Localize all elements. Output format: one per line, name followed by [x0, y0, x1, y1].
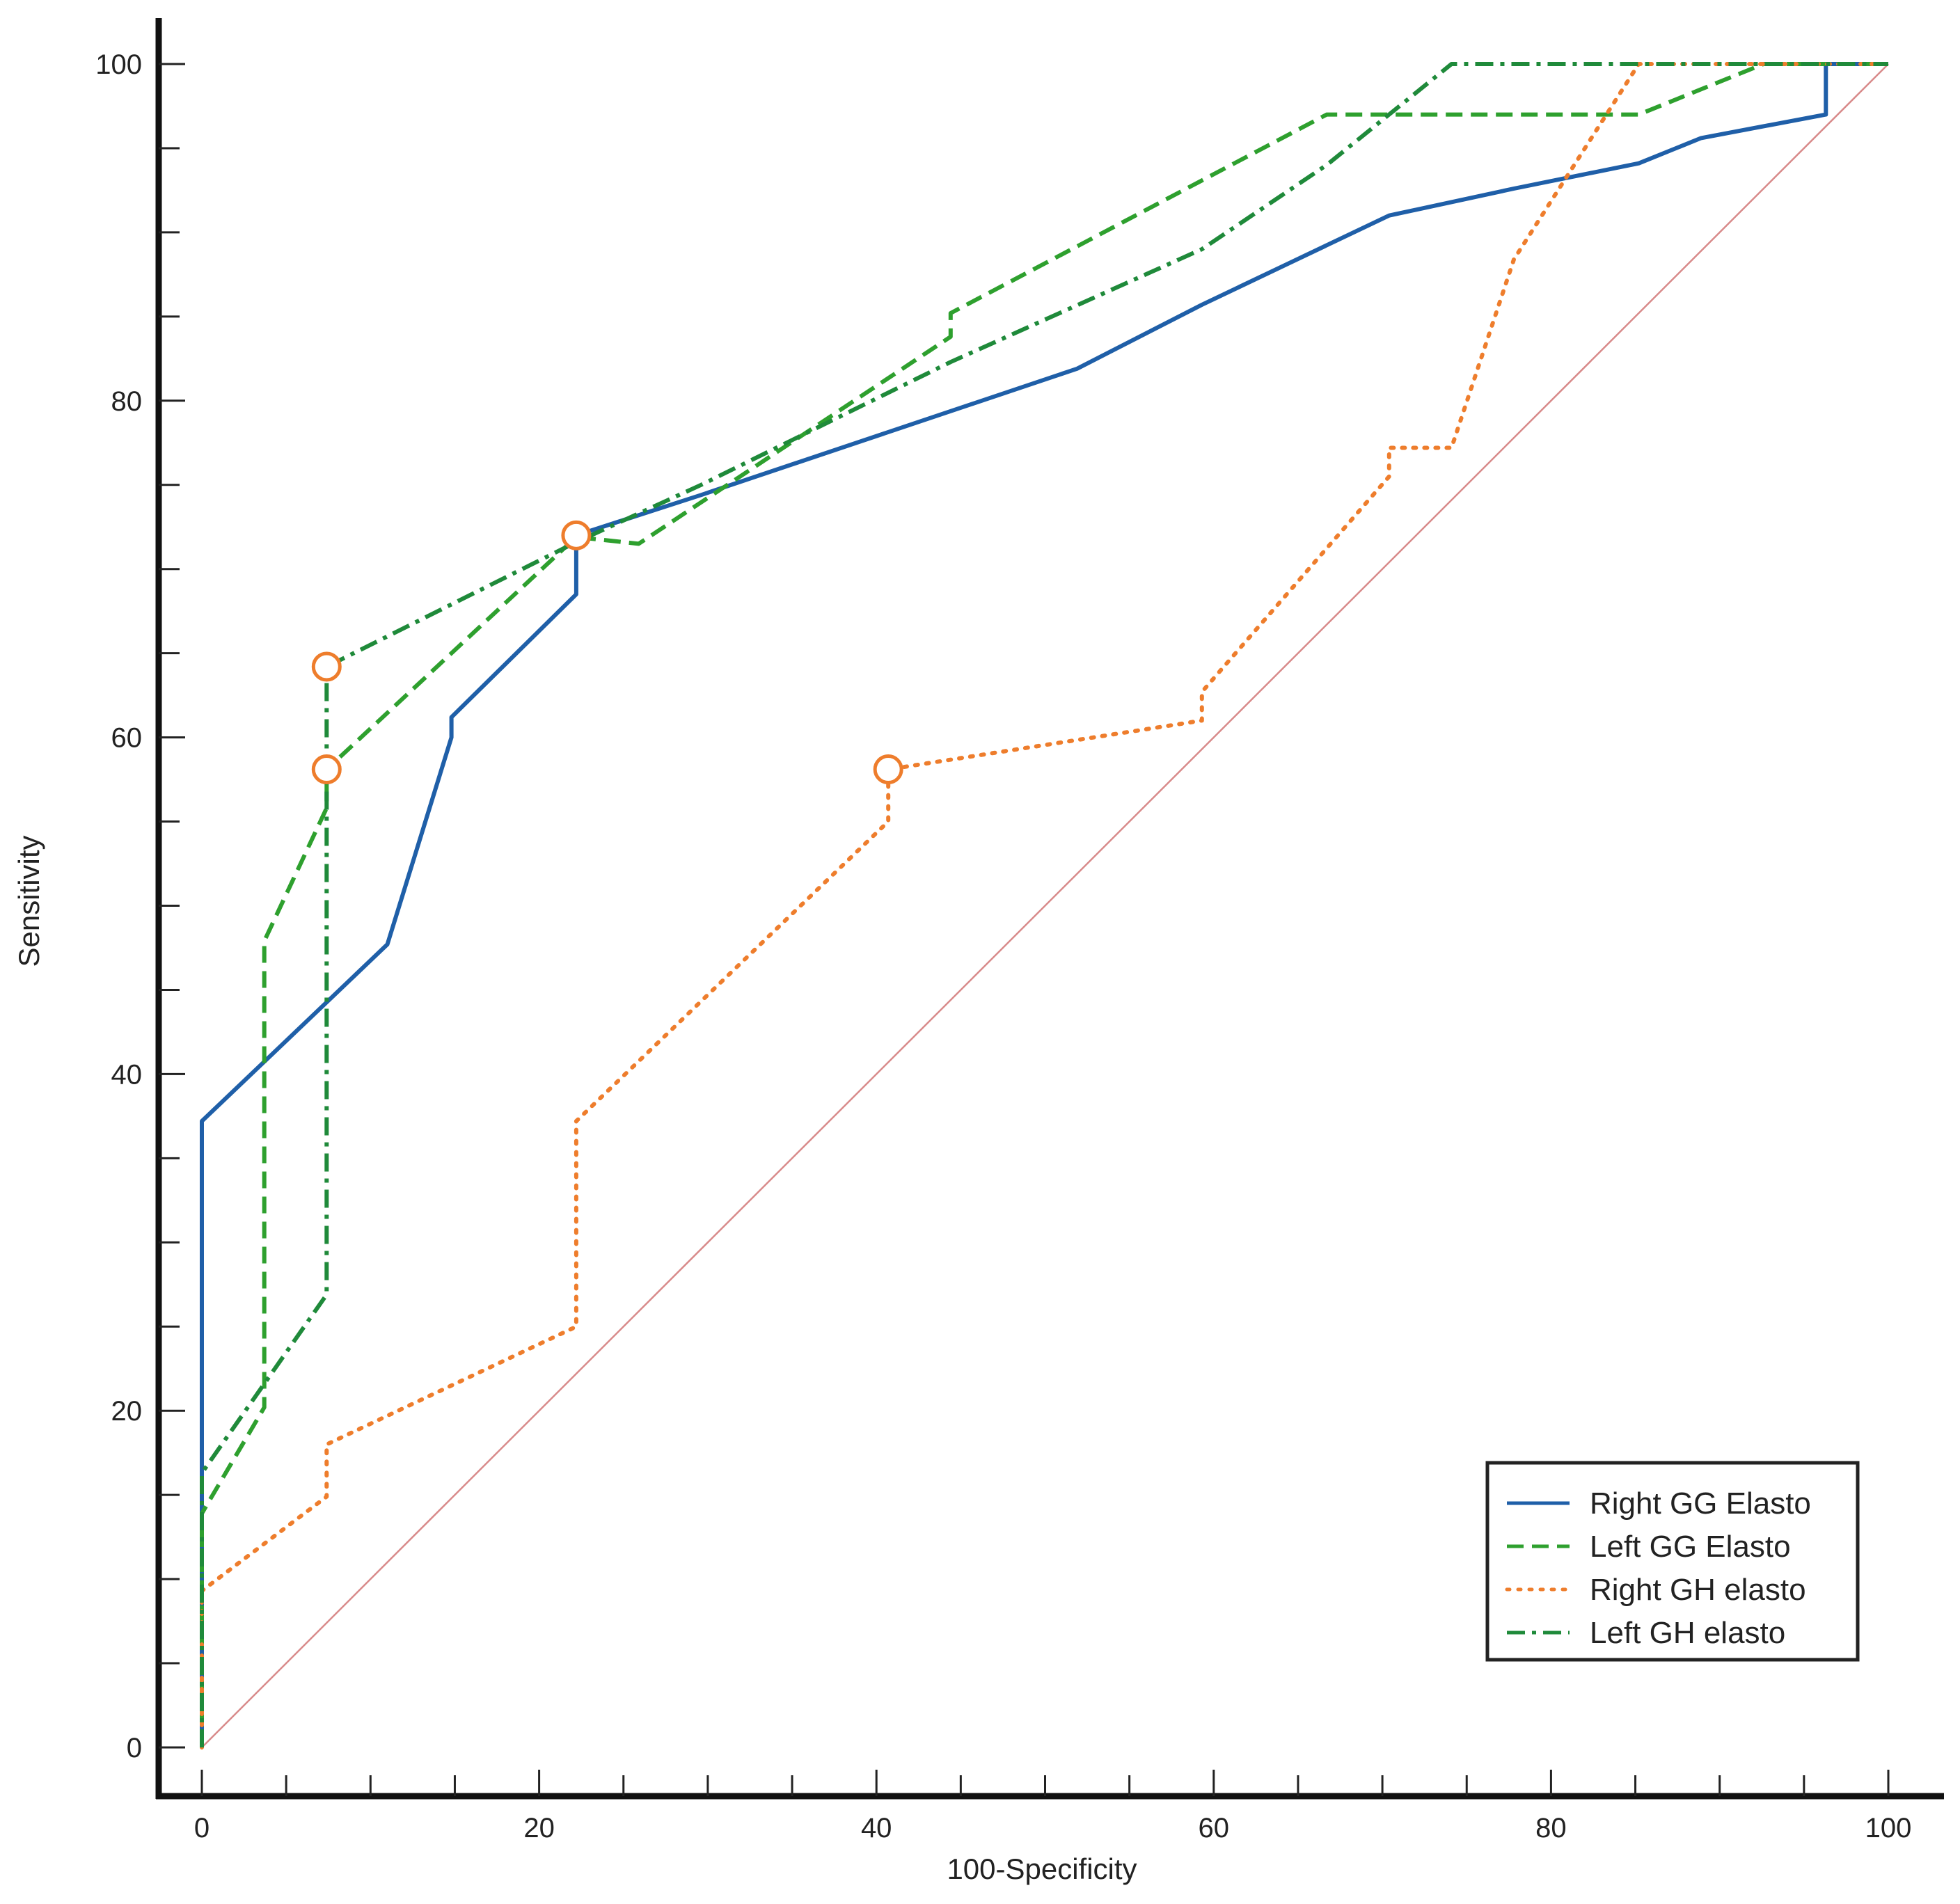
marker-layer	[311, 520, 903, 785]
x-tick-label-20: 20	[523, 1813, 555, 1843]
x-tick-label-60: 60	[1199, 1813, 1230, 1843]
x-tick-label-40: 40	[861, 1813, 892, 1843]
cutoff-marker-left-gh-elasto	[311, 651, 342, 682]
legend-box	[1485, 1461, 1860, 1662]
x-tick-label-80: 80	[1535, 1813, 1567, 1843]
y-tick-label-0: 0	[127, 1733, 142, 1763]
axes-layer: 0 20 40 60 80 100 0 20 40 60 80 100	[95, 18, 1944, 1843]
y-axis-title: Sensitivity	[13, 835, 45, 967]
series-line-left-gh-elasto	[200, 62, 1888, 1747]
series-line-right-gh-elasto	[200, 62, 1890, 1750]
cutoff-marker-right-gh-elasto	[873, 754, 903, 785]
x-tick-label-100: 100	[1865, 1813, 1912, 1843]
y-tick-label-40: 40	[111, 1059, 143, 1090]
reference-diagonal-line	[201, 63, 1889, 1748]
legend-label-right-gg-elasto: Right GG Elasto	[1590, 1486, 1811, 1521]
y-tick-label-20: 20	[111, 1396, 143, 1427]
legend-label-left-gh-elasto: Left GH elasto	[1590, 1616, 1785, 1650]
y-tick-label-60: 60	[111, 723, 143, 754]
cutoff-marker-left-gg-elasto	[311, 754, 342, 785]
legend-items: Right GG Elasto Left GG Elasto Right GH el…	[1505, 1486, 1811, 1650]
y-tick-label-100: 100	[95, 49, 142, 80]
series-line-left-gg-elasto	[200, 62, 1888, 1747]
series-layer	[200, 62, 1890, 1750]
legend-label-left-gg-elasto: Left GG Elasto	[1590, 1530, 1791, 1564]
y-tick-label-80: 80	[111, 386, 143, 417]
series-line-right-gg-elasto	[200, 62, 1888, 1747]
cutoff-marker-right-gg-elasto	[561, 520, 592, 550]
legend: Right GG Elasto Left GG Elasto Right GH el…	[1485, 1461, 1860, 1662]
reference-line-layer	[201, 63, 1889, 1748]
x-tick-label-0: 0	[194, 1813, 210, 1843]
legend-label-right-gh-elasto: Right GH elasto	[1590, 1573, 1806, 1607]
x-axis-title: 100-Specificity	[947, 1853, 1137, 1885]
